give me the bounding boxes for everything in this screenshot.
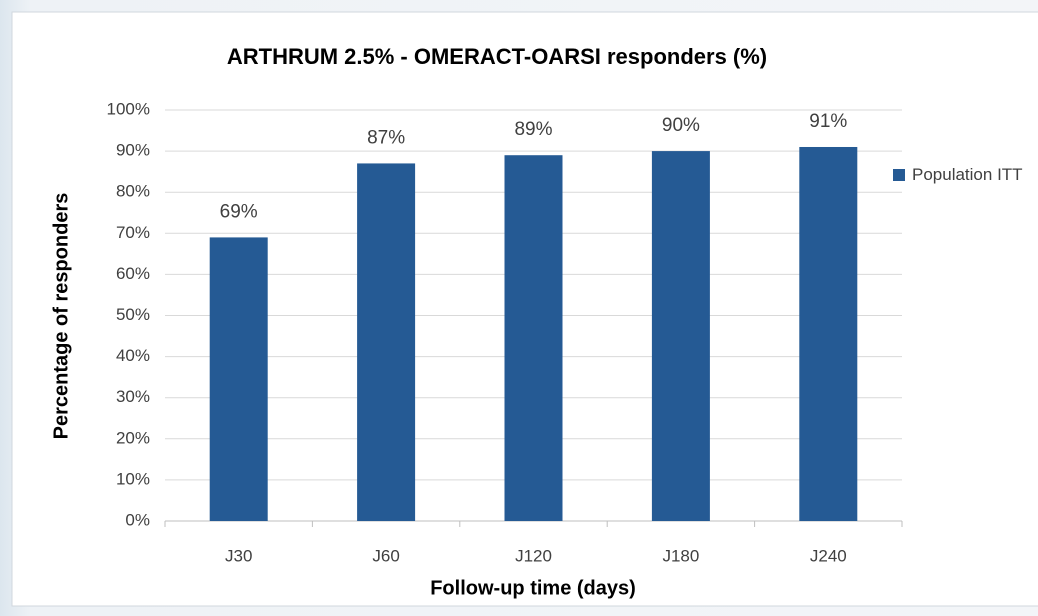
bar [799,146,858,522]
y-tick-label: 50% [116,305,150,324]
legend-label: Population ITT [912,165,1023,184]
y-tick-label: 70% [116,223,150,242]
y-tick-label: 10% [116,469,150,488]
x-tick-label: J120 [515,546,552,565]
data-label: 90% [662,115,700,136]
x-tick-label: J60 [372,546,399,565]
y-tick-label: 90% [116,141,150,160]
y-tick-label: 20% [116,428,150,447]
y-tick-label: 80% [116,182,150,201]
y-tick-label: 0% [125,510,150,529]
bar [357,163,416,521]
bar [651,151,710,521]
data-label: 87% [367,127,405,148]
data-label: 91% [809,111,847,132]
x-tick-label: J240 [810,546,847,565]
y-tick-label: 100% [107,99,150,118]
bar [504,155,563,521]
chart-title: ARTHRUM 2.5% - OMERACT-OARSI responders … [227,44,767,69]
y-axis-title: Percentage of responders [50,193,72,440]
y-tick-label: 60% [116,264,150,283]
y-tick-label: 30% [116,387,150,406]
x-axis-title: Follow-up time (days) [430,577,636,599]
x-tick-label: J180 [662,546,699,565]
data-label: 69% [220,201,258,222]
x-tick-label: J30 [225,546,252,565]
legend-swatch [893,169,905,181]
y-tick-label: 40% [116,346,150,365]
bar [209,237,268,521]
data-label: 89% [514,119,552,140]
